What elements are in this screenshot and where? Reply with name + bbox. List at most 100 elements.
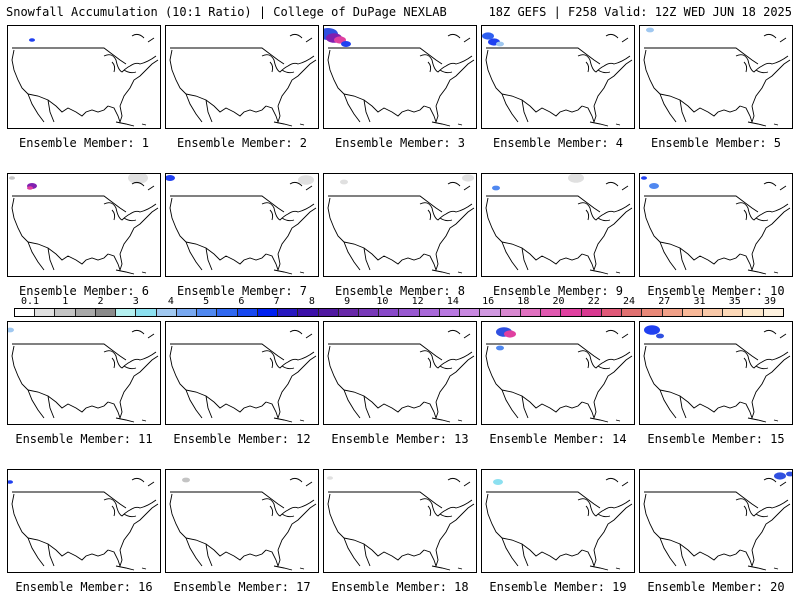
snowfall-area [462,174,474,182]
legend-swatch [662,309,683,316]
map-boundary-line [447,181,461,187]
map-boundary-line [773,419,779,422]
map-boundary-line [755,513,769,518]
map-boundary-line [597,217,611,222]
legend-tick-label: 14 [446,296,459,307]
map-boundary-line [131,329,145,335]
map-boundary-line [27,389,45,419]
map-boundary-line [779,37,787,43]
map-boundary-line [585,357,590,369]
map-boundary-line [115,565,135,571]
map-boundary-line [644,491,759,509]
legend-swatch [136,309,157,316]
ensemble-map-panel [639,469,793,573]
map-boundary-line [169,197,187,243]
map-boundary-line [581,105,597,124]
map-boundary-line [273,121,293,127]
map-boundary-line [205,247,213,271]
map-boundary-line [577,498,631,517]
map-boundary-line [447,329,461,335]
map-boundary-line [281,513,295,518]
us-map-outline [169,477,317,571]
map-boundary-line [431,269,451,275]
legend-swatch [601,309,623,316]
ensemble-member-label: Ensemble Member: 9 [492,284,624,298]
map-boundary-line [185,537,203,567]
legend-swatch [237,309,258,316]
map-boundary-line [47,247,55,271]
map-boundary-line [735,498,789,517]
snowfall-area [8,327,14,333]
map-boundary-line [141,419,147,422]
snowfall-area [646,27,654,33]
map-boundary-line [273,565,293,571]
map-boundary-line [265,549,281,568]
map-boundary-line [439,217,453,222]
map-boundary-line [439,69,453,74]
legend-swatch [561,309,582,316]
map-boundary-line [621,185,629,191]
map-boundary-line [131,181,145,187]
map-boundary-line [11,49,29,95]
ensemble-map-panel [323,25,477,129]
map-boundary-line [343,389,425,413]
map-boundary-line [679,395,687,419]
map-boundary-line [185,93,203,123]
map-boundary-line [763,33,777,39]
map-boundary-line [265,401,281,420]
legend-swatch [399,309,420,316]
map-boundary-line [299,567,305,570]
map-boundary-line [577,202,631,221]
map-boundary-line [779,481,787,487]
legend-tick-label: 8 [308,296,315,307]
map-boundary-line [343,537,361,567]
map-boundary-line [147,185,155,191]
map-boundary-line [423,401,439,420]
map-boundary-line [103,350,157,369]
map-boundary-line [27,93,109,117]
map-boundary-line [485,345,503,391]
map-boundary-line [47,395,55,419]
map-boundary-line [521,395,529,419]
map-boundary-line [621,37,629,43]
map-boundary-line [747,121,767,127]
map-boundary-line [501,537,519,567]
map-boundary-line [169,493,187,539]
title-left: Snowfall Accumulation (10:1 Ratio) | Col… [6,5,447,19]
map-boundary-line [111,505,116,517]
map-boundary-line [615,419,621,422]
map-boundary-line [605,181,619,187]
ensemble-member-label: Ensemble Member: 6 [18,284,150,298]
map-boundary-line [327,493,345,539]
legend-tick-label: 16 [482,296,495,307]
map-boundary-line [747,417,767,423]
map-boundary-line [185,537,267,561]
map-boundary-line [747,269,767,275]
map-boundary-line [111,61,116,73]
map-boundary-line [751,355,791,403]
map-boundary-line [735,54,789,73]
legend-swatch [460,309,481,316]
map-boundary-line [643,345,661,391]
map-boundary-line [273,417,293,423]
legend-swatch [278,309,299,316]
map-boundary-line [205,543,213,567]
map-boundary-line [521,247,529,271]
map-boundary-line [343,241,361,271]
map-boundary-line [593,59,633,107]
map-boundary-line [343,389,361,419]
legend-swatch [358,309,380,316]
map-boundary-line [27,389,109,413]
map-boundary-line [659,241,741,265]
legend-tick-label: 20 [552,296,565,307]
map-boundary-line [343,537,425,561]
map-boundary-line [644,343,759,361]
map-boundary-line [119,503,159,551]
map-boundary-line [739,401,755,420]
ensemble-member-label: Ensemble Member: 3 [334,136,466,150]
map-boundary-line [589,565,609,571]
map-boundary-line [589,269,609,275]
us-map-outline [324,28,475,127]
map-boundary-line [103,202,157,221]
map-boundary-line [423,549,439,568]
